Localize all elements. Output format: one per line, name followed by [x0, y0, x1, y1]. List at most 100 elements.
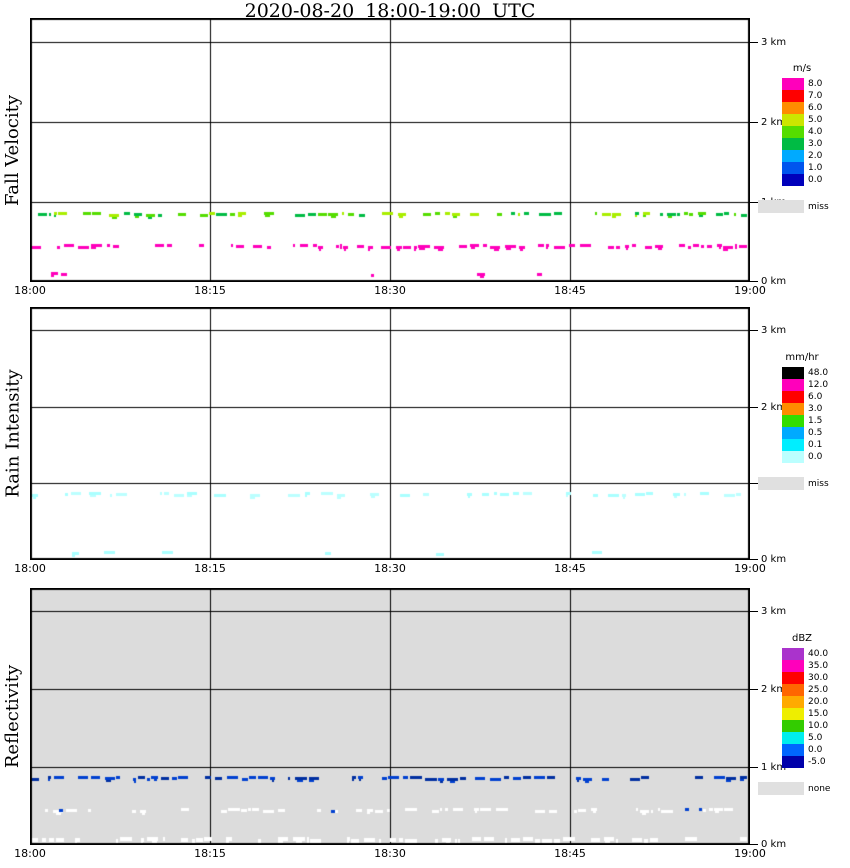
colorbar-label: 25.0 [808, 685, 829, 695]
height-tick [750, 767, 758, 768]
colorbar-segment [782, 90, 804, 102]
height-tick-label: 0 km [761, 276, 787, 287]
height-tick [750, 42, 758, 43]
colorbar-segment [782, 78, 804, 90]
colorbar-segment [782, 720, 804, 732]
height-tick-label: 3 km [761, 325, 787, 336]
height-tick [750, 689, 758, 690]
figure-title: 2020-08-20 18:00-19:00 UTC [244, 0, 536, 22]
colorbar-segment [782, 138, 804, 150]
colorbar-segment [782, 403, 804, 415]
time-tick-label: 18:30 [374, 562, 406, 575]
ylabel-rain-intensity: Rain Intensity [0, 307, 26, 560]
height-tick-label: 2 km [761, 402, 787, 413]
colorbar-segment [782, 162, 804, 174]
colorbar-label: 3.0 [808, 404, 823, 414]
ylabel-text-reflectivity: Reflectivity [2, 664, 24, 769]
plot-fall-velocity [30, 18, 750, 282]
colorbar-label: 15.0 [808, 709, 829, 719]
time-tick-label: 18:15 [194, 284, 226, 297]
colorbar-segment [782, 391, 804, 403]
colorbar-segment [782, 174, 804, 186]
height-tick [750, 407, 758, 408]
colorbar-label: 0.0 [808, 745, 823, 755]
height-tick-label: 1 km [761, 762, 787, 773]
colorbar-missing-label: none [808, 784, 831, 794]
colorbar-label: 40.0 [808, 649, 829, 659]
colorbar-label: 30.0 [808, 673, 829, 683]
height-tick [750, 122, 758, 123]
colorbar-label: 1.0 [808, 163, 823, 173]
ylabel-reflectivity: Reflectivity [0, 588, 26, 845]
colorbar-segment [782, 451, 804, 463]
colorbar-label: 3.0 [808, 139, 823, 149]
colorbar-missing-swatch [758, 782, 804, 795]
height-tick-label: 0 km [761, 554, 787, 565]
colorbar-label: 10.0 [808, 721, 829, 731]
height-tick [750, 330, 758, 331]
time-tick-label: 18:15 [194, 562, 226, 575]
colorbar-label: 0.0 [808, 175, 823, 185]
colorbar-segment [782, 126, 804, 138]
colorbar-segment [782, 102, 804, 114]
time-tick-label: 18:45 [554, 847, 586, 860]
height-tick [750, 559, 758, 560]
colorbar-label: 0.1 [808, 440, 823, 450]
colorbar-segment [782, 439, 804, 451]
time-tick-label: 19:00 [734, 847, 766, 860]
colorbar-unit: dBZ [791, 633, 813, 644]
colorbar-label: 20.0 [808, 697, 829, 707]
colorbar-segment [782, 660, 804, 672]
colorbar-segment [782, 756, 804, 768]
colorbar-segment [782, 379, 804, 391]
height-tick-label: 0 km [761, 839, 787, 850]
colorbar-label: 2.0 [808, 151, 823, 161]
colorbar-missing-swatch [758, 477, 804, 490]
colorbar-missing-label: miss [808, 479, 829, 489]
colorbar-label: 12.0 [808, 380, 829, 390]
colorbar-label: 35.0 [808, 661, 829, 671]
time-tick-label: 18:45 [554, 284, 586, 297]
colorbar-segment [782, 744, 804, 756]
colorbar-label: 5.0 [808, 115, 823, 125]
height-tick-label: 2 km [761, 684, 787, 695]
colorbar-label: 8.0 [808, 79, 823, 89]
height-tick [750, 483, 758, 484]
colorbar-label: 1.5 [808, 416, 823, 426]
ylabel-text-rain-intensity: Rain Intensity [2, 369, 24, 498]
colorbar-segment [782, 696, 804, 708]
colorbar-segment [782, 672, 804, 684]
colorbar-missing-swatch [758, 200, 804, 213]
colorbar-label: 0.0 [808, 452, 823, 462]
colorbar-label: 7.0 [808, 91, 823, 101]
colorbar-label: 5.0 [808, 733, 823, 743]
height-tick-label: 2 km [761, 117, 787, 128]
colorbar-label: 4.0 [808, 127, 823, 137]
colorbar-segment [782, 150, 804, 162]
time-tick-label: 18:00 [14, 284, 46, 297]
time-tick-label: 18:30 [374, 847, 406, 860]
height-tick-label: 3 km [761, 37, 787, 48]
colorbar-segment [782, 114, 804, 126]
time-tick-label: 18:00 [14, 847, 46, 860]
colorbar-unit: mm/hr [785, 352, 819, 363]
height-tick [750, 202, 758, 203]
colorbar-segment [782, 708, 804, 720]
height-tick [750, 281, 758, 282]
colorbar-unit: m/s [792, 63, 812, 74]
colorbar-segment [782, 427, 804, 439]
height-tick [750, 844, 758, 845]
plot-rain-intensity [30, 307, 750, 560]
colorbar-label: 6.0 [808, 392, 823, 402]
colorbar-label: -5.0 [808, 757, 826, 767]
ylabel-text-fall-velocity: Fall Velocity [2, 94, 24, 206]
height-tick-label: 3 km [761, 606, 787, 617]
colorbar-label: 48.0 [808, 368, 829, 378]
colorbar-label: 0.5 [808, 428, 823, 438]
time-tick-label: 18:00 [14, 562, 46, 575]
time-tick-label: 18:15 [194, 847, 226, 860]
colorbar-segment [782, 367, 804, 379]
time-tick-label: 19:00 [734, 284, 766, 297]
time-tick-label: 19:00 [734, 562, 766, 575]
